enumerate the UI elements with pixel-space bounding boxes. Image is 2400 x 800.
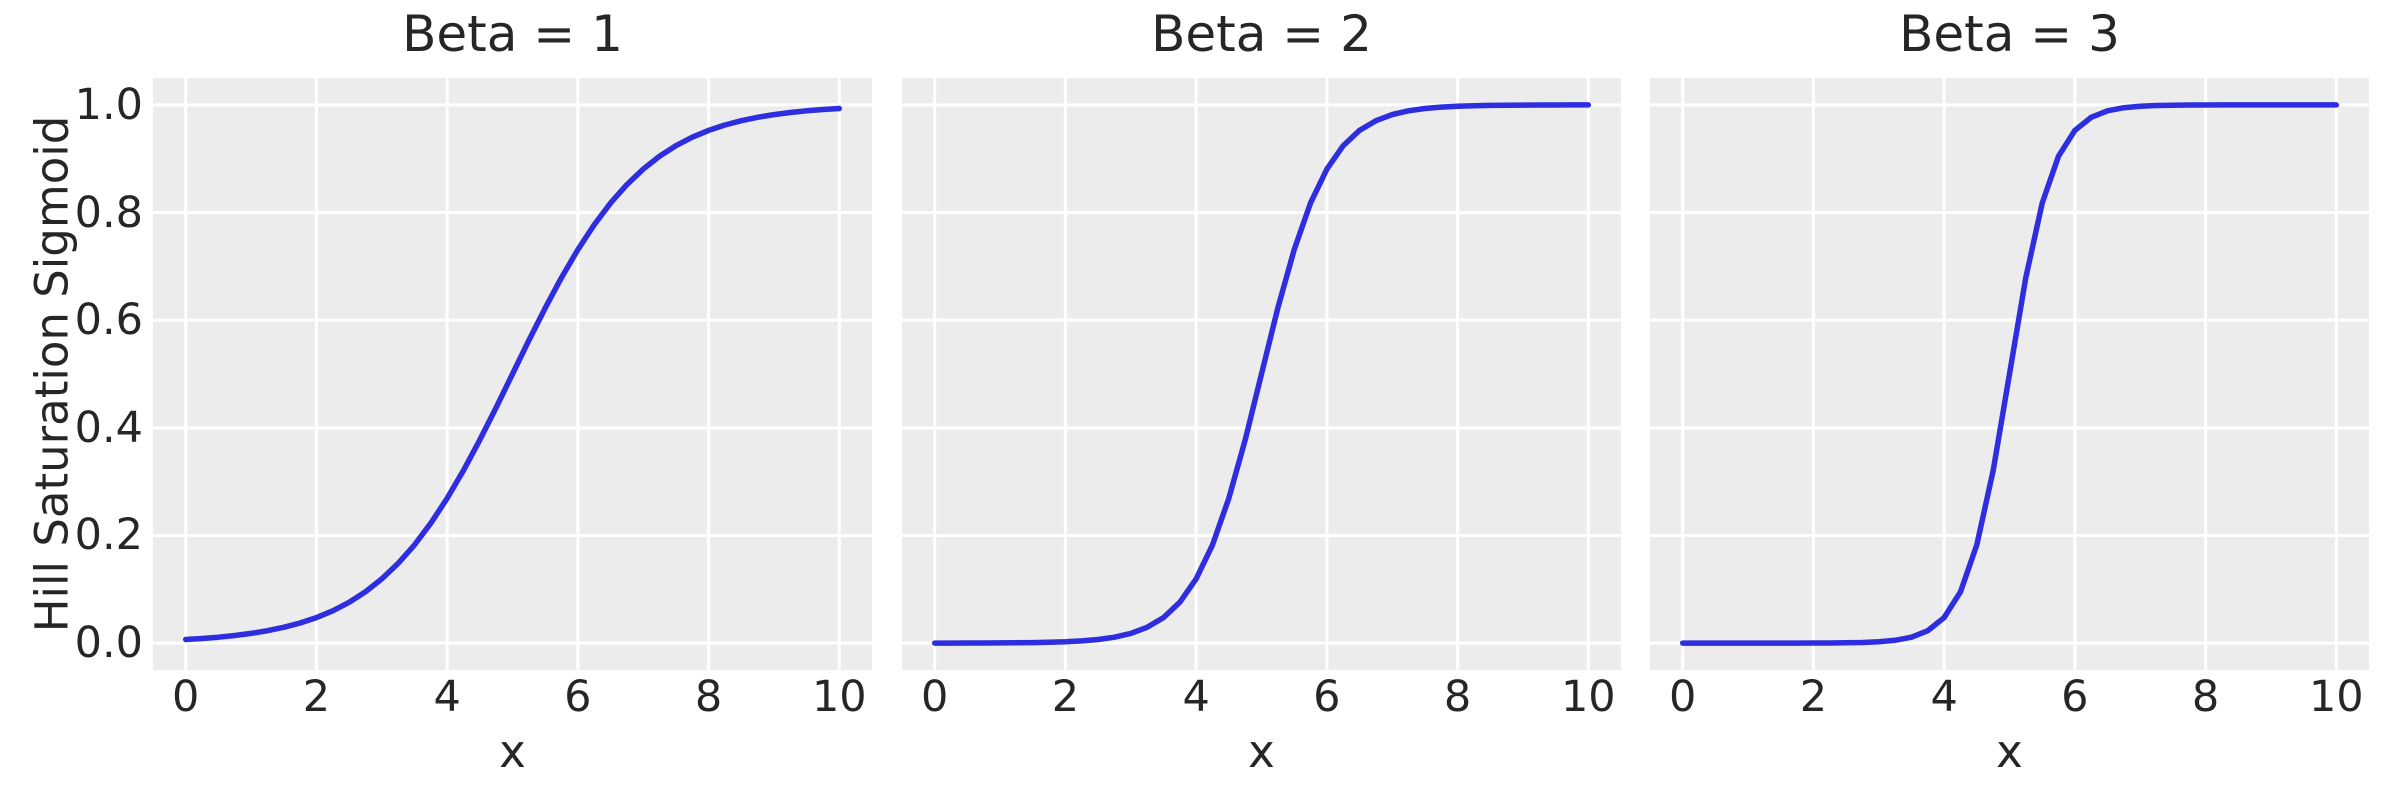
x-tick-label: 2 <box>302 672 331 722</box>
plot-canvas <box>902 78 1621 670</box>
sigmoid-curve <box>182 105 843 643</box>
x-tick-label: 6 <box>2061 672 2089 722</box>
subplot-beta-2: Beta = 2 x 0 2 4 6 8 10 <box>902 0 1621 800</box>
x-tick-label: 0 <box>920 672 949 722</box>
x-tick-label: 10 <box>811 672 867 722</box>
subplot-beta-3: Beta = 3 x 0 2 4 6 8 10 <box>1650 0 2369 800</box>
x-tick-label: 10 <box>1560 672 1616 722</box>
x-tick-label: 4 <box>433 672 461 722</box>
sigmoid-curve <box>1679 102 2340 646</box>
y-tick-label: 0.2 <box>74 510 143 561</box>
y-tick-label: 0.6 <box>74 295 143 346</box>
subplot-title: Beta = 2 <box>1151 5 1372 63</box>
y-axis-tick-labels: 0.0 0.2 0.4 0.6 0.8 1.0 <box>0 0 143 800</box>
y-tick-label: 0.0 <box>74 618 143 669</box>
x-tick-label: 0 <box>171 672 200 722</box>
x-tick-label: 0 <box>1668 672 1697 722</box>
x-axis-label: x <box>499 725 526 778</box>
subplot-title: Beta = 3 <box>1899 5 2120 63</box>
plot-area <box>902 78 1621 670</box>
y-tick-label: 1.0 <box>74 79 143 130</box>
x-tick-label: 4 <box>1182 672 1210 722</box>
plot-area <box>1650 78 2369 670</box>
plot-area <box>153 78 872 670</box>
sigmoid-curve <box>931 102 1592 646</box>
x-tick-label: 2 <box>1799 672 1828 722</box>
x-tick-label: 6 <box>564 672 592 722</box>
y-tick-label: 0.4 <box>74 402 143 453</box>
x-tick-label: 8 <box>1443 672 1472 722</box>
subplot-beta-1: Beta = 1 x 0 2 4 6 8 10 <box>153 0 872 800</box>
x-axis-label: x <box>1248 725 1275 778</box>
plot-canvas <box>1650 78 2369 670</box>
x-tick-label: 6 <box>1313 672 1341 722</box>
x-axis-label: x <box>1996 725 2023 778</box>
x-tick-label: 10 <box>2308 672 2364 722</box>
x-tick-label: 8 <box>694 672 723 722</box>
x-tick-label: 8 <box>2191 672 2220 722</box>
y-tick-label: 0.8 <box>74 187 143 238</box>
x-tick-label: 4 <box>1930 672 1958 722</box>
subplot-title: Beta = 1 <box>402 5 623 63</box>
plot-canvas <box>153 78 872 670</box>
x-tick-label: 2 <box>1051 672 1080 722</box>
